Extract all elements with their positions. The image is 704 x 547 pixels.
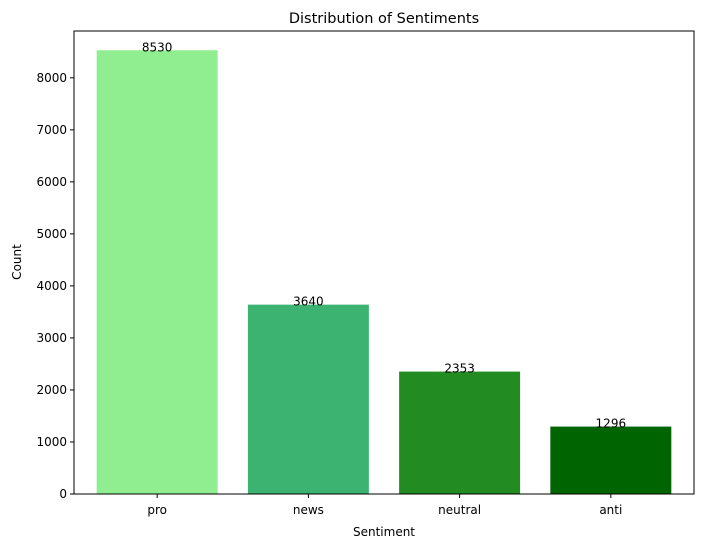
y-tick-label: 4000 <box>36 279 67 293</box>
x-tick-label: news <box>293 503 324 517</box>
chart-title: Distribution of Sentiments <box>289 11 479 27</box>
data-label-news: 3640 <box>293 295 324 309</box>
y-tick-label: 1000 <box>36 435 67 449</box>
data-label-anti: 1296 <box>596 417 627 431</box>
y-tick-label: 6000 <box>36 175 67 189</box>
x-tick-label: pro <box>147 503 167 517</box>
plot-frame <box>73 30 695 495</box>
y-tick-label: 0 <box>59 487 67 501</box>
data-label-neutral: 2353 <box>444 362 475 376</box>
y-tick-label: 3000 <box>36 331 67 345</box>
bar-anti <box>550 426 672 494</box>
data-label-pro: 8530 <box>142 40 173 54</box>
x-tick-label: anti <box>599 503 622 517</box>
y-tick-label: 8000 <box>36 71 67 85</box>
y-tick-label: 7000 <box>36 123 67 137</box>
plot-area: 8530 pro 3640 news 2353 neutral 1296 anti 0 1000 2… <box>36 40 672 517</box>
y-axis-label: Count <box>10 244 24 280</box>
x-axis-label: Sentiment <box>353 525 415 539</box>
bar-neutral <box>399 371 521 494</box>
bar-pro <box>96 50 218 494</box>
x-tick-label: neutral <box>438 503 481 517</box>
y-tick-label: 2000 <box>36 383 67 397</box>
y-tick-label: 5000 <box>36 227 67 241</box>
bar-news <box>247 304 369 494</box>
